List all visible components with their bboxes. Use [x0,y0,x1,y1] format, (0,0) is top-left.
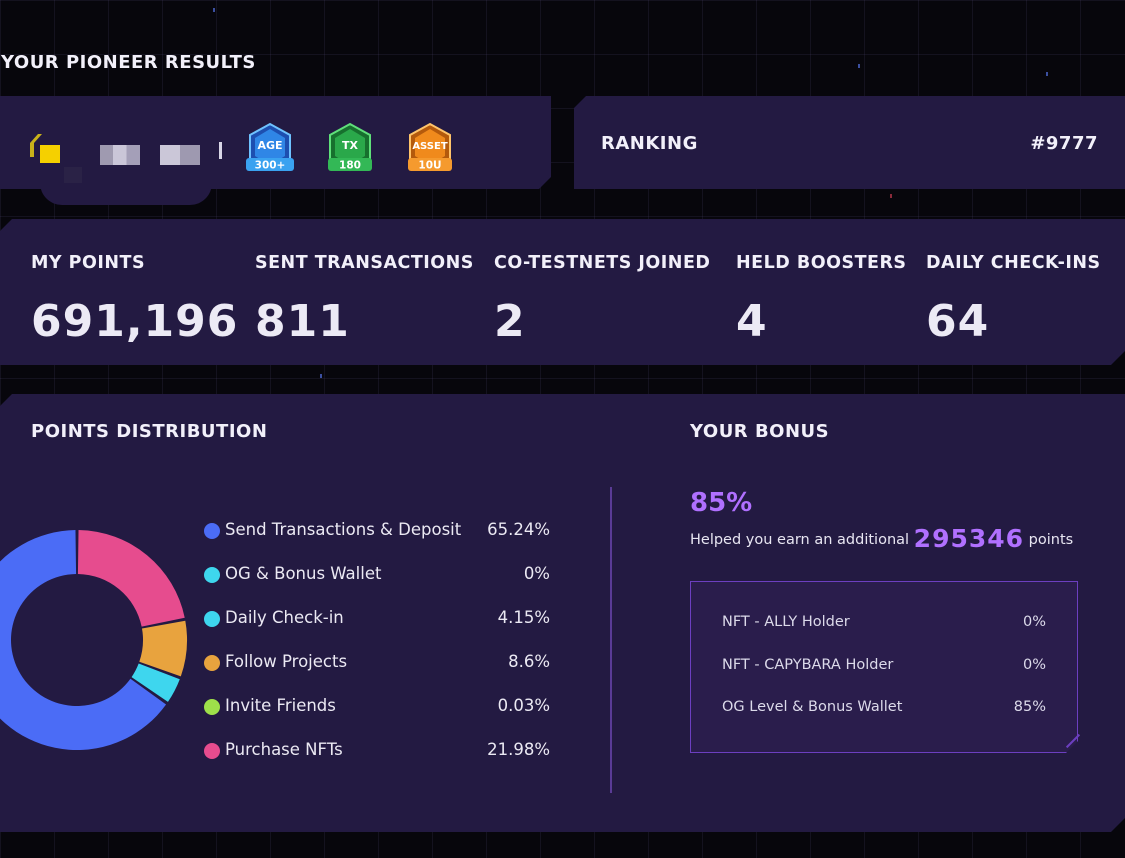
username-blurred [100,145,140,165]
background-star [320,374,322,378]
age-badge-label: AGE [257,139,282,152]
bonus-title: YOUR BONUS [690,421,830,442]
bonus-description: Helped you earn an additional 295346 poi… [690,524,1073,553]
donut-slice-daily-check-in [131,663,180,702]
bonus-row-value: 85% [1013,699,1046,715]
username-cursor [219,142,222,159]
legend-value: 21.98% [487,740,550,759]
age-badge-icon: AGE 300+ [246,122,294,172]
legend-dot [204,611,220,627]
stat-label-sent-transactions: SENT TRANSACTIONS [255,253,474,273]
asset-badge-label: ASSET [412,141,448,152]
section-divider [610,487,612,793]
stat-value-held-boosters: 4 [736,296,768,347]
legend-dot [204,699,220,715]
background-star [890,194,892,198]
background-star [858,64,860,68]
wallet-logo-icon [30,134,60,163]
age-badge-value: 300+ [255,160,286,172]
legend-item-og-bonus-wallet: OG & Bonus Wallet 0% [204,563,550,587]
stat-label-co-testnets: CO-TESTNETS JOINED [494,253,711,273]
legend-value: 0% [523,564,550,583]
distribution-title: POINTS DISTRIBUTION [31,421,268,442]
username-blurred [160,145,200,165]
stat-label-my-points: MY POINTS [31,253,146,273]
ranking-panel [574,96,1125,189]
legend-dot [204,655,220,671]
legend-value: 8.6% [508,652,550,671]
bonus-row-value: 0% [1022,614,1046,630]
bonus-text-before: Helped you earn an additional [690,532,910,548]
stat-value-daily-checkins: 64 [926,296,990,347]
legend-label: OG & Bonus Wallet [225,564,382,583]
bonus-breakdown-box [690,581,1078,753]
points-donut-chart [0,530,187,750]
legend-value: 65.24% [487,520,550,539]
legend-dot [204,743,220,759]
background-star [213,8,215,12]
legend-value: 4.15% [497,608,550,627]
donut-slice-purchase-nfts [77,530,185,627]
ranking-label: RANKING [601,133,698,154]
username-blurred [64,167,82,183]
bonus-row-value: 0% [1022,657,1046,673]
legend-value: 0.03% [497,696,550,715]
ranking-value: #9777 [1030,133,1098,154]
legend-item-follow-projects: Follow Projects 8.6% [204,651,550,675]
legend-dot [204,523,220,539]
legend-label: Purchase NFTs [225,740,343,759]
legend-item-daily-checkin: Daily Check-in 4.15% [204,607,550,631]
donut-slice-follow-projects [139,620,187,677]
stat-value-my-points: 691,196 [31,296,239,347]
bonus-points: 295346 [913,524,1025,553]
donut-slice-send-transactions-deposit [0,530,167,750]
legend-item-invite-friends: Invite Friends 0.03% [204,695,550,719]
bonus-row-ally-holder: NFT - ALLY Holder 0% [722,614,1046,636]
stat-value-co-testnets: 2 [494,296,526,347]
stats-panel [0,219,1125,365]
legend-item-purchase-nfts: Purchase NFTs 21.98% [204,739,550,763]
legend-label: Daily Check-in [225,608,344,627]
stat-value-sent-transactions: 811 [255,296,350,347]
tx-badge-icon: TX 180 [328,122,372,172]
bonus-row-og-level: OG Level & Bonus Wallet 85% [722,699,1046,721]
bonus-text-after: points [1028,532,1074,548]
asset-badge-icon: ASSET 10U [408,122,452,172]
legend-item-send-transactions: Send Transactions & Deposit 65.24% [204,519,550,543]
stat-label-held-boosters: HELD BOOSTERS [736,253,907,273]
asset-badge-value: 10U [418,160,441,172]
bonus-row-label: NFT - ALLY Holder [722,614,850,630]
bonus-row-label: OG Level & Bonus Wallet [722,699,903,715]
page-title: YOUR PIONEER RESULTS [1,52,256,73]
background-star [1046,72,1048,76]
bonus-row-label: NFT - CAPYBARA Holder [722,657,894,673]
legend-dot [204,567,220,583]
legend-label: Follow Projects [225,652,348,671]
legend-label: Invite Friends [225,696,336,715]
stat-label-daily-checkins: DAILY CHECK-INS [926,253,1101,273]
bonus-row-capybara-holder: NFT - CAPYBARA Holder 0% [722,657,1046,679]
bonus-percent: 85% [690,488,753,518]
tx-badge-label: TX [342,139,359,152]
legend-label: Send Transactions & Deposit [225,520,462,539]
tx-badge-value: 180 [339,160,361,172]
